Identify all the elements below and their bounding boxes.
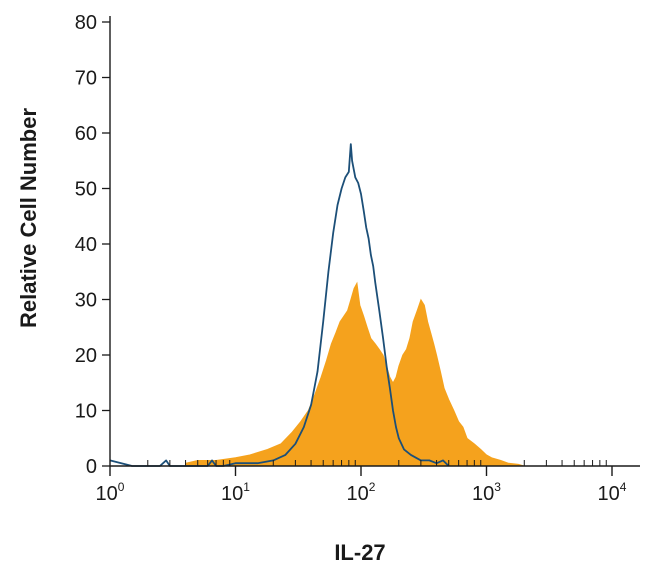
x-tick-exponent: 1	[243, 480, 250, 494]
y-tick-label: 30	[75, 290, 97, 312]
y-axis-title: Relative Cell Number	[16, 108, 41, 329]
x-tick-label: 104	[598, 480, 627, 505]
y-axis-title-group: Relative Cell Number	[16, 108, 41, 329]
x-tick-label: 103	[472, 480, 501, 505]
plot-area	[109, 143, 525, 467]
x-tick-exponent: 2	[369, 480, 376, 494]
x-tick-exponent: 3	[494, 480, 501, 494]
y-tick-label: 20	[75, 345, 97, 367]
x-tick-exponent: 0	[118, 480, 125, 494]
y-tick-label: 10	[75, 401, 97, 423]
x-axis-title: IL-27	[334, 540, 385, 565]
x-tick-label: 100	[96, 480, 125, 505]
filled-histogram-series	[185, 281, 525, 467]
x-tick-label: 101	[221, 480, 250, 505]
y-tick-label: 80	[75, 12, 97, 34]
x-tick-label: 102	[347, 480, 376, 505]
y-tick-label: 60	[75, 123, 97, 145]
y-tick-label: 50	[75, 179, 97, 201]
y-tick-label: 40	[75, 234, 97, 256]
y-tick-label: 70	[75, 68, 97, 90]
x-tick-exponent: 4	[620, 480, 627, 494]
y-tick-label: 0	[86, 456, 97, 478]
